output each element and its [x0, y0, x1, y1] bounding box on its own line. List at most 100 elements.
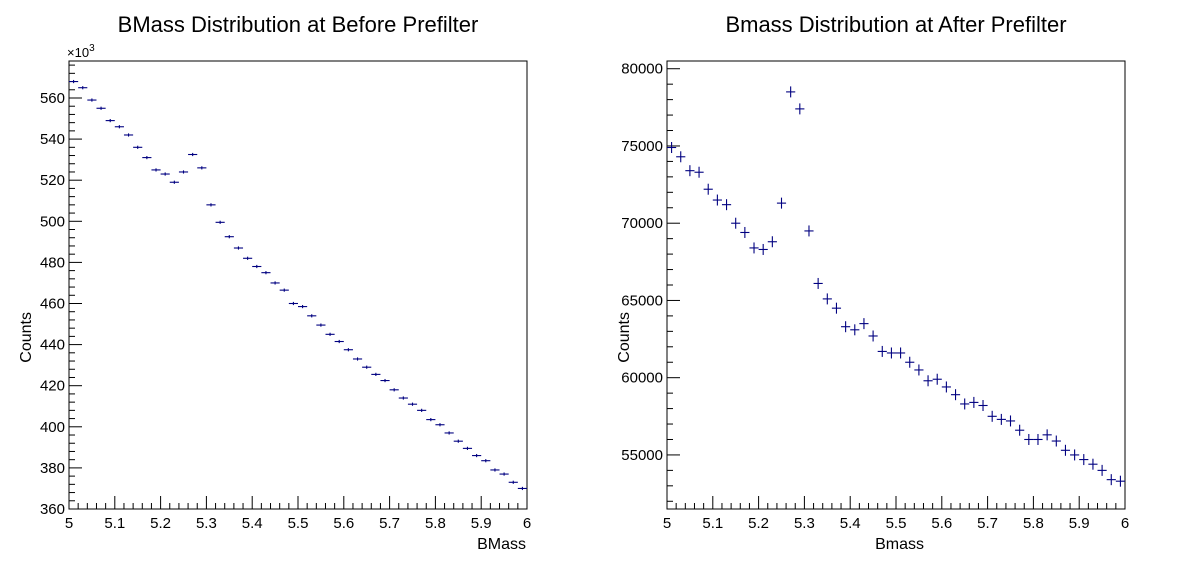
data-point — [712, 194, 722, 206]
data-point — [694, 166, 704, 178]
data-point — [859, 318, 869, 330]
y-tick-label: 75000 — [621, 138, 663, 155]
data-point — [1106, 474, 1116, 486]
data-point — [950, 389, 961, 401]
data-point — [996, 413, 1006, 425]
data-point — [1051, 435, 1061, 447]
data-point — [380, 378, 390, 383]
data-point — [517, 486, 527, 491]
x-axis-label: Bmass — [875, 536, 924, 553]
data-point — [151, 168, 161, 172]
data-points — [667, 86, 1125, 487]
data-point — [426, 418, 436, 422]
x-tick-label: 5.3 — [794, 515, 815, 532]
chart-before-prefilter: BMass Distribution at Before Prefilter B… — [18, 12, 531, 553]
x-tick-label: 5 — [663, 515, 671, 532]
data-point — [233, 246, 244, 250]
data-point — [243, 256, 253, 260]
y-tick-label: 440 — [40, 337, 65, 354]
y-tick-label: 55000 — [621, 447, 663, 464]
x-tick-label: 5.5 — [288, 515, 309, 532]
data-point — [224, 235, 234, 239]
data-point — [87, 98, 97, 102]
data-point — [499, 472, 509, 476]
data-point — [932, 373, 942, 385]
y-tick-label: 480 — [40, 254, 65, 271]
x-tick-label: 5 — [65, 515, 73, 532]
chart-after-prefilter: Bmass Distribution at After Prefilter Bm… — [616, 12, 1129, 553]
x-tick-label: 5.9 — [471, 515, 492, 532]
data-point — [740, 226, 750, 238]
data-point — [978, 399, 988, 411]
data-point — [721, 199, 732, 211]
data-point — [316, 323, 326, 327]
data-point — [69, 79, 79, 84]
y-tick-label: 380 — [40, 460, 65, 477]
data-point — [334, 339, 344, 344]
data-point — [123, 133, 134, 137]
x-tick-label: 5.1 — [702, 515, 723, 532]
y-axis-multiplier: ×103 — [67, 43, 95, 60]
data-point — [923, 375, 933, 387]
y-tick-label: 70000 — [621, 215, 663, 232]
data-point — [749, 242, 759, 254]
y-tick-label: 560 — [40, 90, 65, 107]
data-point — [905, 356, 915, 368]
x-axis-label: BMass — [477, 536, 526, 553]
data-point — [850, 324, 860, 336]
x-tick-label: 5.2 — [150, 515, 171, 532]
data-point — [78, 86, 88, 90]
data-point — [472, 453, 482, 458]
data-point — [453, 439, 463, 443]
data-point — [279, 288, 289, 292]
data-point — [490, 468, 500, 472]
data-point — [731, 217, 741, 229]
data-point — [1060, 444, 1071, 456]
data-point — [685, 165, 695, 177]
x-tick-label: 5.4 — [840, 515, 861, 532]
axis-ticks: 5 5.1 5.2 5.3 5.4 5.5 5.6 5.7 5.8 5.9 6 360 380 400 42… — [40, 64, 531, 532]
data-point — [261, 271, 271, 275]
x-tick-label: 5.4 — [242, 515, 263, 532]
data-point — [160, 172, 170, 176]
x-tick-label: 5.3 — [196, 515, 217, 532]
data-point — [435, 423, 445, 427]
data-point — [914, 364, 924, 376]
y-tick-label: 520 — [40, 172, 65, 189]
data-point — [941, 381, 951, 393]
data-point — [197, 166, 207, 170]
data-point — [667, 142, 677, 154]
data-point — [215, 220, 225, 224]
data-point — [114, 125, 124, 129]
y-tick-label: 420 — [40, 378, 65, 395]
data-point — [758, 243, 768, 255]
data-point — [1005, 415, 1016, 427]
data-point — [417, 408, 427, 412]
data-point — [1079, 454, 1089, 466]
data-point — [1088, 458, 1098, 470]
data-point — [270, 281, 280, 285]
data-point — [987, 410, 997, 422]
data-point — [813, 277, 823, 289]
data-point — [252, 264, 262, 269]
data-points — [69, 79, 527, 491]
y-tick-label: 65000 — [621, 292, 663, 309]
x-tick-label: 5.5 — [886, 515, 907, 532]
data-point — [868, 330, 878, 342]
data-point — [896, 347, 906, 359]
data-point — [444, 431, 454, 435]
data-point — [1033, 433, 1043, 445]
x-tick-label: 5.8 — [425, 515, 446, 532]
data-point — [371, 372, 381, 376]
x-tick-label: 5.7 — [977, 515, 998, 532]
data-point — [841, 321, 851, 333]
data-point — [407, 402, 418, 406]
y-axis-label: Counts — [18, 312, 35, 363]
data-point — [960, 398, 970, 410]
data-point — [1115, 475, 1125, 487]
x-tick-label: 5.6 — [931, 515, 952, 532]
data-point — [886, 347, 896, 359]
y-tick-label: 400 — [40, 419, 65, 436]
axis-ticks: 5 5.1 5.2 5.3 5.4 5.5 5.6 5.7 5.8 5.9 6 55000 60000 6… — [621, 61, 1129, 532]
